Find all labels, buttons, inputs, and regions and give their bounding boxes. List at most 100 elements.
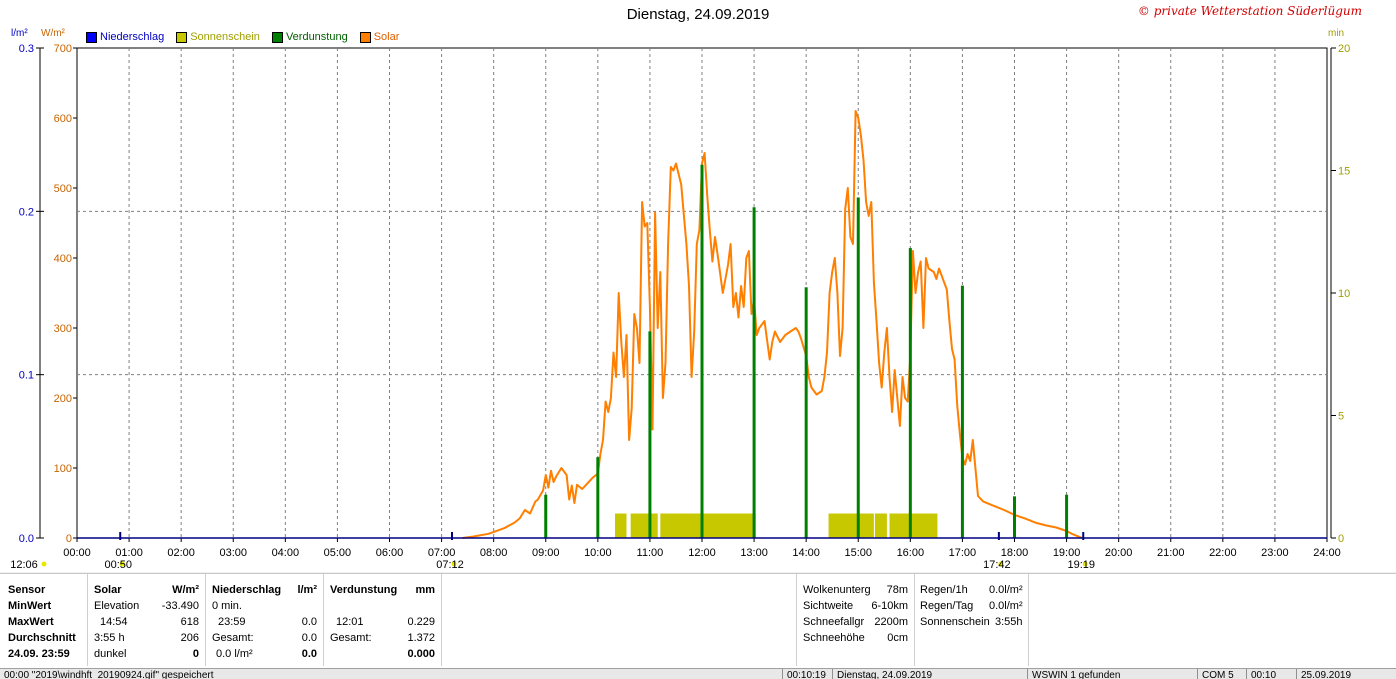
- legend-swatch-precip: [86, 31, 97, 43]
- rain-1h-label: Regen/1h: [920, 584, 968, 596]
- marker-label: 17:42: [983, 559, 1011, 571]
- marker-label: 07:12: [436, 559, 464, 571]
- x-tick-label: 00:00: [63, 547, 91, 559]
- panel-col-solar: Solar W/m² Elevation -33.490 14:54 618 3…: [88, 574, 206, 666]
- x-tick-label: 06:00: [376, 547, 404, 559]
- rain-day-label: Regen/Tag: [920, 600, 974, 612]
- legend-item-solar: Solar: [359, 31, 400, 43]
- chart-area: 00:00 01:00 02:00 03:00 04:00 05:00 06:00 07:00…: [0, 0, 1396, 572]
- precip-tick-label: 0.1: [19, 370, 34, 382]
- evap-total-value: 1.372: [407, 632, 435, 644]
- snowline-value: 2200m: [874, 616, 908, 628]
- label-sensor: Sensor: [8, 584, 46, 596]
- x-tick-label: 15:00: [844, 547, 872, 559]
- solar-line: [462, 110, 1083, 539]
- precip-tick-label: 0.0: [19, 533, 34, 545]
- evap-total-label: Gesamt:: [330, 632, 372, 644]
- x-tick-label: 08:00: [480, 547, 508, 559]
- marker-label: 00:50: [104, 559, 132, 571]
- legend-swatch-sunshine: [176, 31, 188, 43]
- x-tick-label: 14:00: [792, 547, 820, 559]
- solar-tick-label: 0: [66, 533, 72, 545]
- solar-min-value: -33.490: [161, 600, 199, 612]
- evaporation-bar: [908, 248, 912, 539]
- evaporation-bar: [544, 494, 548, 538]
- solar-current-value: 0: [192, 648, 199, 660]
- evaporation-bar: [700, 164, 704, 539]
- x-tick-label: 22:00: [1209, 547, 1237, 559]
- evaporation-bar: [1065, 494, 1069, 538]
- x-tick-label: 04:00: [272, 547, 300, 559]
- unit-minutes: min: [1328, 28, 1345, 39]
- unit-solar: W/m²: [41, 28, 65, 39]
- precip-header: Niederschlag: [212, 584, 282, 596]
- precip-min-label: 0 min.: [212, 600, 242, 612]
- status-wswin: WSWIN 1 gefunden: [1028, 669, 1198, 679]
- legend-label-solar: Solar: [373, 31, 400, 43]
- evap-current-value: 0.000: [407, 648, 435, 660]
- panel-col-precip: Niederschlag l/m² 0 min. 23:59 0.0 Gesam…: [206, 574, 324, 666]
- visibility-value: 6-10km: [871, 600, 908, 612]
- x-tick-label: 19:00: [1053, 547, 1081, 559]
- precip-current-label: 0.0 l/m²: [216, 648, 253, 660]
- label-timestamp: 24.09. 23:59: [8, 648, 70, 660]
- solar-avg-value: 206: [180, 632, 199, 644]
- sunshine-bar: [889, 513, 938, 538]
- evaporation-bar: [648, 331, 652, 538]
- evaporation-bar: [596, 457, 600, 538]
- x-tick-label: 23:00: [1261, 547, 1289, 559]
- status-bar: 00:00 "2019\windhft_20190924.gif" gespei…: [0, 668, 1396, 679]
- status-com: COM 5: [1198, 669, 1247, 679]
- x-tick-label: 05:00: [324, 547, 352, 559]
- panel-col-clouds: Wolkenunterg 78m Sichtweite 6-10km Schne…: [796, 574, 915, 666]
- evap-unit: mm: [415, 584, 435, 596]
- label-durchschnitt: Durchschnitt: [8, 632, 76, 644]
- x-tick-label: 18:00: [1001, 547, 1029, 559]
- x-tick-label: 01:00: [115, 547, 143, 559]
- marker-dot: [41, 561, 47, 567]
- stats-panel: Sensor MinWert MaxWert Durchschnitt 24.0…: [0, 573, 1396, 669]
- legend-swatch-evaporation: [271, 31, 283, 43]
- solar-tick-label: 300: [54, 323, 72, 335]
- precip-unit: l/m²: [297, 584, 317, 596]
- x-tick-label: 12:00: [688, 547, 716, 559]
- solar-tick-label: 100: [54, 463, 72, 475]
- chart-svg: 00:00 01:00 02:00 03:00 04:00 05:00 06:00 07:00…: [10, 43, 1350, 571]
- status-clock: 00:10: [1247, 669, 1297, 679]
- x-tick-label: 24:00: [1313, 547, 1341, 559]
- visibility-label: Sichtweite: [803, 600, 854, 612]
- legend-swatch-solar: [359, 31, 371, 43]
- legend-item-evaporation: Verdunstung: [271, 31, 348, 43]
- x-tick-label: 10:00: [584, 547, 612, 559]
- evaporation-bar: [752, 207, 756, 538]
- evaporation-bar: [856, 197, 860, 538]
- evaporation-bar: [804, 287, 808, 538]
- sunshine-label: Sonnenschein: [920, 616, 990, 628]
- marker-label: 12:06: [10, 559, 38, 571]
- solar-current-label: dunkel: [94, 648, 127, 660]
- unit-precip: l/m²: [11, 28, 28, 39]
- x-tick-label: 07:00: [428, 547, 456, 559]
- evap-max-value: 0.229: [407, 616, 435, 628]
- minutes-tick-label: 5: [1338, 411, 1344, 423]
- x-tick-label: 09:00: [532, 547, 560, 559]
- status-time: 00:10:19: [783, 669, 833, 679]
- sunshine-bar: [615, 513, 627, 538]
- rain-1h-value: 0.0l/m²: [989, 584, 1023, 596]
- snowline-label: Schneefallgr: [803, 616, 865, 628]
- sunshine-bar: [874, 513, 887, 538]
- precip-max-label: 23:59: [218, 616, 246, 628]
- minutes-tick-label: 0: [1338, 533, 1344, 545]
- marker-label: 19:19: [1067, 559, 1095, 571]
- rain-day-value: 0.0l/m²: [989, 600, 1023, 612]
- marker-dot: [998, 561, 1004, 567]
- solar-tick-label: 500: [54, 183, 72, 195]
- solar-tick-label: 400: [54, 253, 72, 265]
- solar-min-label: Elevation: [94, 600, 140, 612]
- evap-header: Verdunstung: [330, 584, 398, 596]
- x-tick-label: 16:00: [897, 547, 925, 559]
- status-date: Dienstag, 24.09.2019: [833, 669, 1028, 679]
- legend-item-precip: Niederschlag: [86, 31, 164, 43]
- precip-tick-label: 0.3: [19, 43, 34, 55]
- sunshine-bar: [630, 513, 658, 538]
